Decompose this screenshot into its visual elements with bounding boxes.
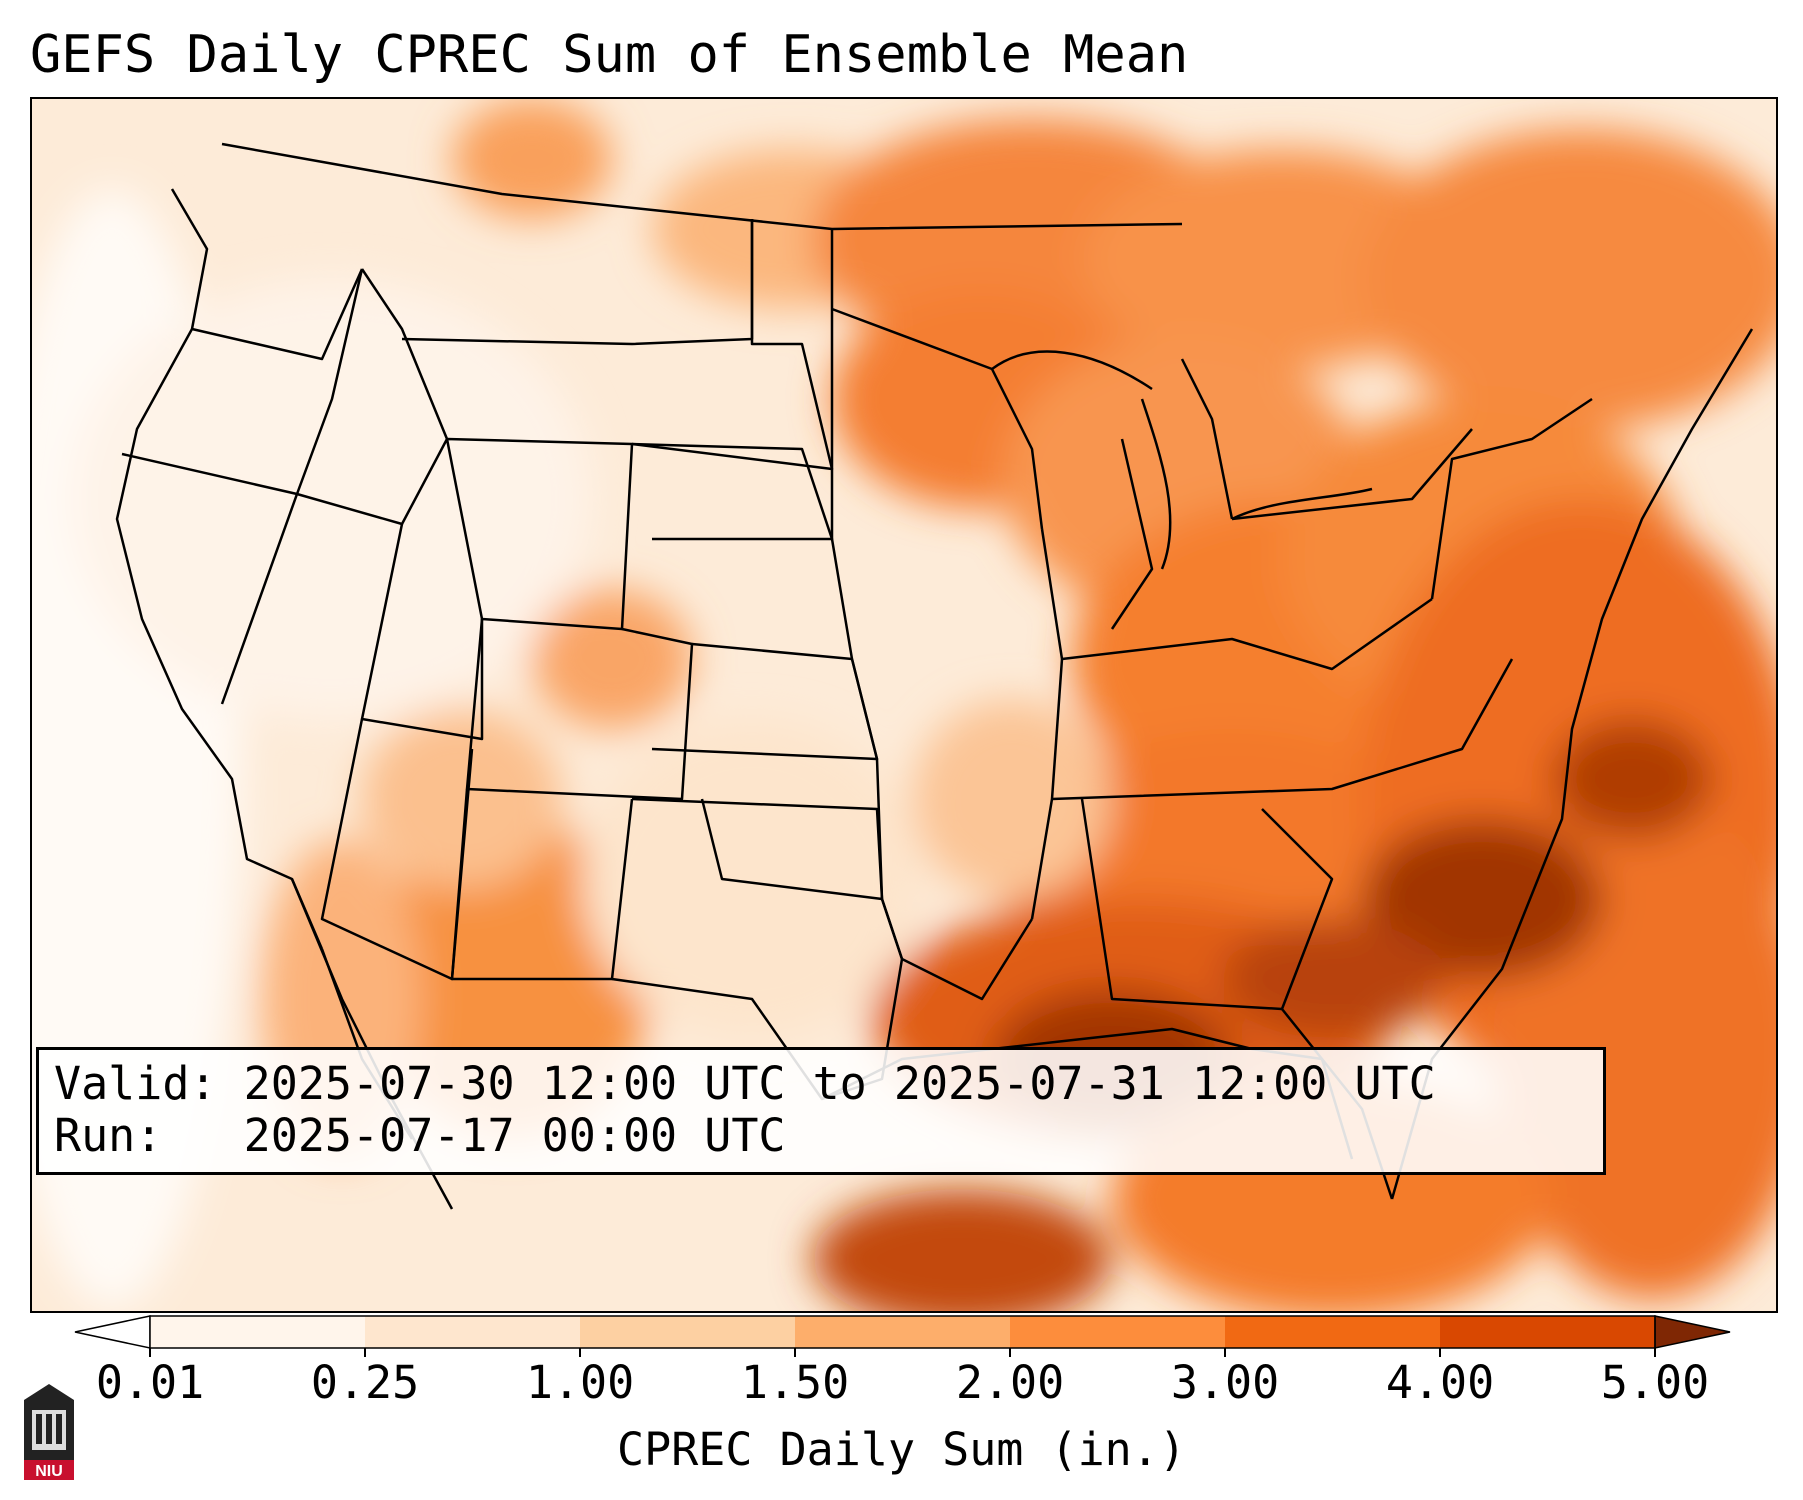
map-title: GEFS Daily CPREC Sum of Ensemble Mean	[30, 25, 1189, 85]
valid-label: Valid:	[54, 1057, 217, 1110]
run-time: 2025-07-17 00:00 UTC	[243, 1109, 786, 1162]
valid-time-range: 2025-07-30 12:00 UTC to 2025-07-31 12:00…	[243, 1057, 1436, 1110]
colorbar-segment-5	[1225, 1316, 1441, 1348]
colorbar-segment-3	[795, 1316, 1011, 1348]
colorbar-tick-label: 0.25	[310, 1356, 420, 1409]
colorbar-segment-6	[1440, 1316, 1656, 1348]
niu-logo: NIU	[24, 1384, 74, 1480]
colorbar-segment-2	[580, 1316, 796, 1348]
colorbar-under-extension	[74, 1315, 151, 1349]
colorbar-tick-label: 1.00	[525, 1356, 635, 1409]
run-label: Run:	[54, 1109, 163, 1162]
colorbar-tick-label: 2.00	[955, 1356, 1065, 1409]
colorbar-tick-label: 0.01	[95, 1356, 205, 1409]
valid-run-info-box: Valid: 2025-07-30 12:00 UTC to 2025-07-3…	[36, 1047, 1606, 1175]
colorbar-tick-label: 4.00	[1385, 1356, 1495, 1409]
colorbar-tick-label: 1.50	[740, 1356, 850, 1409]
colorbar-over-extension	[1654, 1315, 1731, 1349]
colorbar-frame	[149, 1315, 1656, 1349]
svg-text:NIU: NIU	[35, 1463, 63, 1480]
colorbar-segment-4	[1010, 1316, 1226, 1348]
colorbar-label: CPREC Daily Sum (in.)	[617, 1423, 1186, 1476]
colorbar-segment-0	[150, 1316, 366, 1348]
colorbar-tick-label: 3.00	[1170, 1356, 1280, 1409]
colorbar	[74, 1315, 1731, 1357]
colorbar-segment-1	[365, 1316, 581, 1348]
colorbar-tick-label: 5.00	[1600, 1356, 1710, 1409]
